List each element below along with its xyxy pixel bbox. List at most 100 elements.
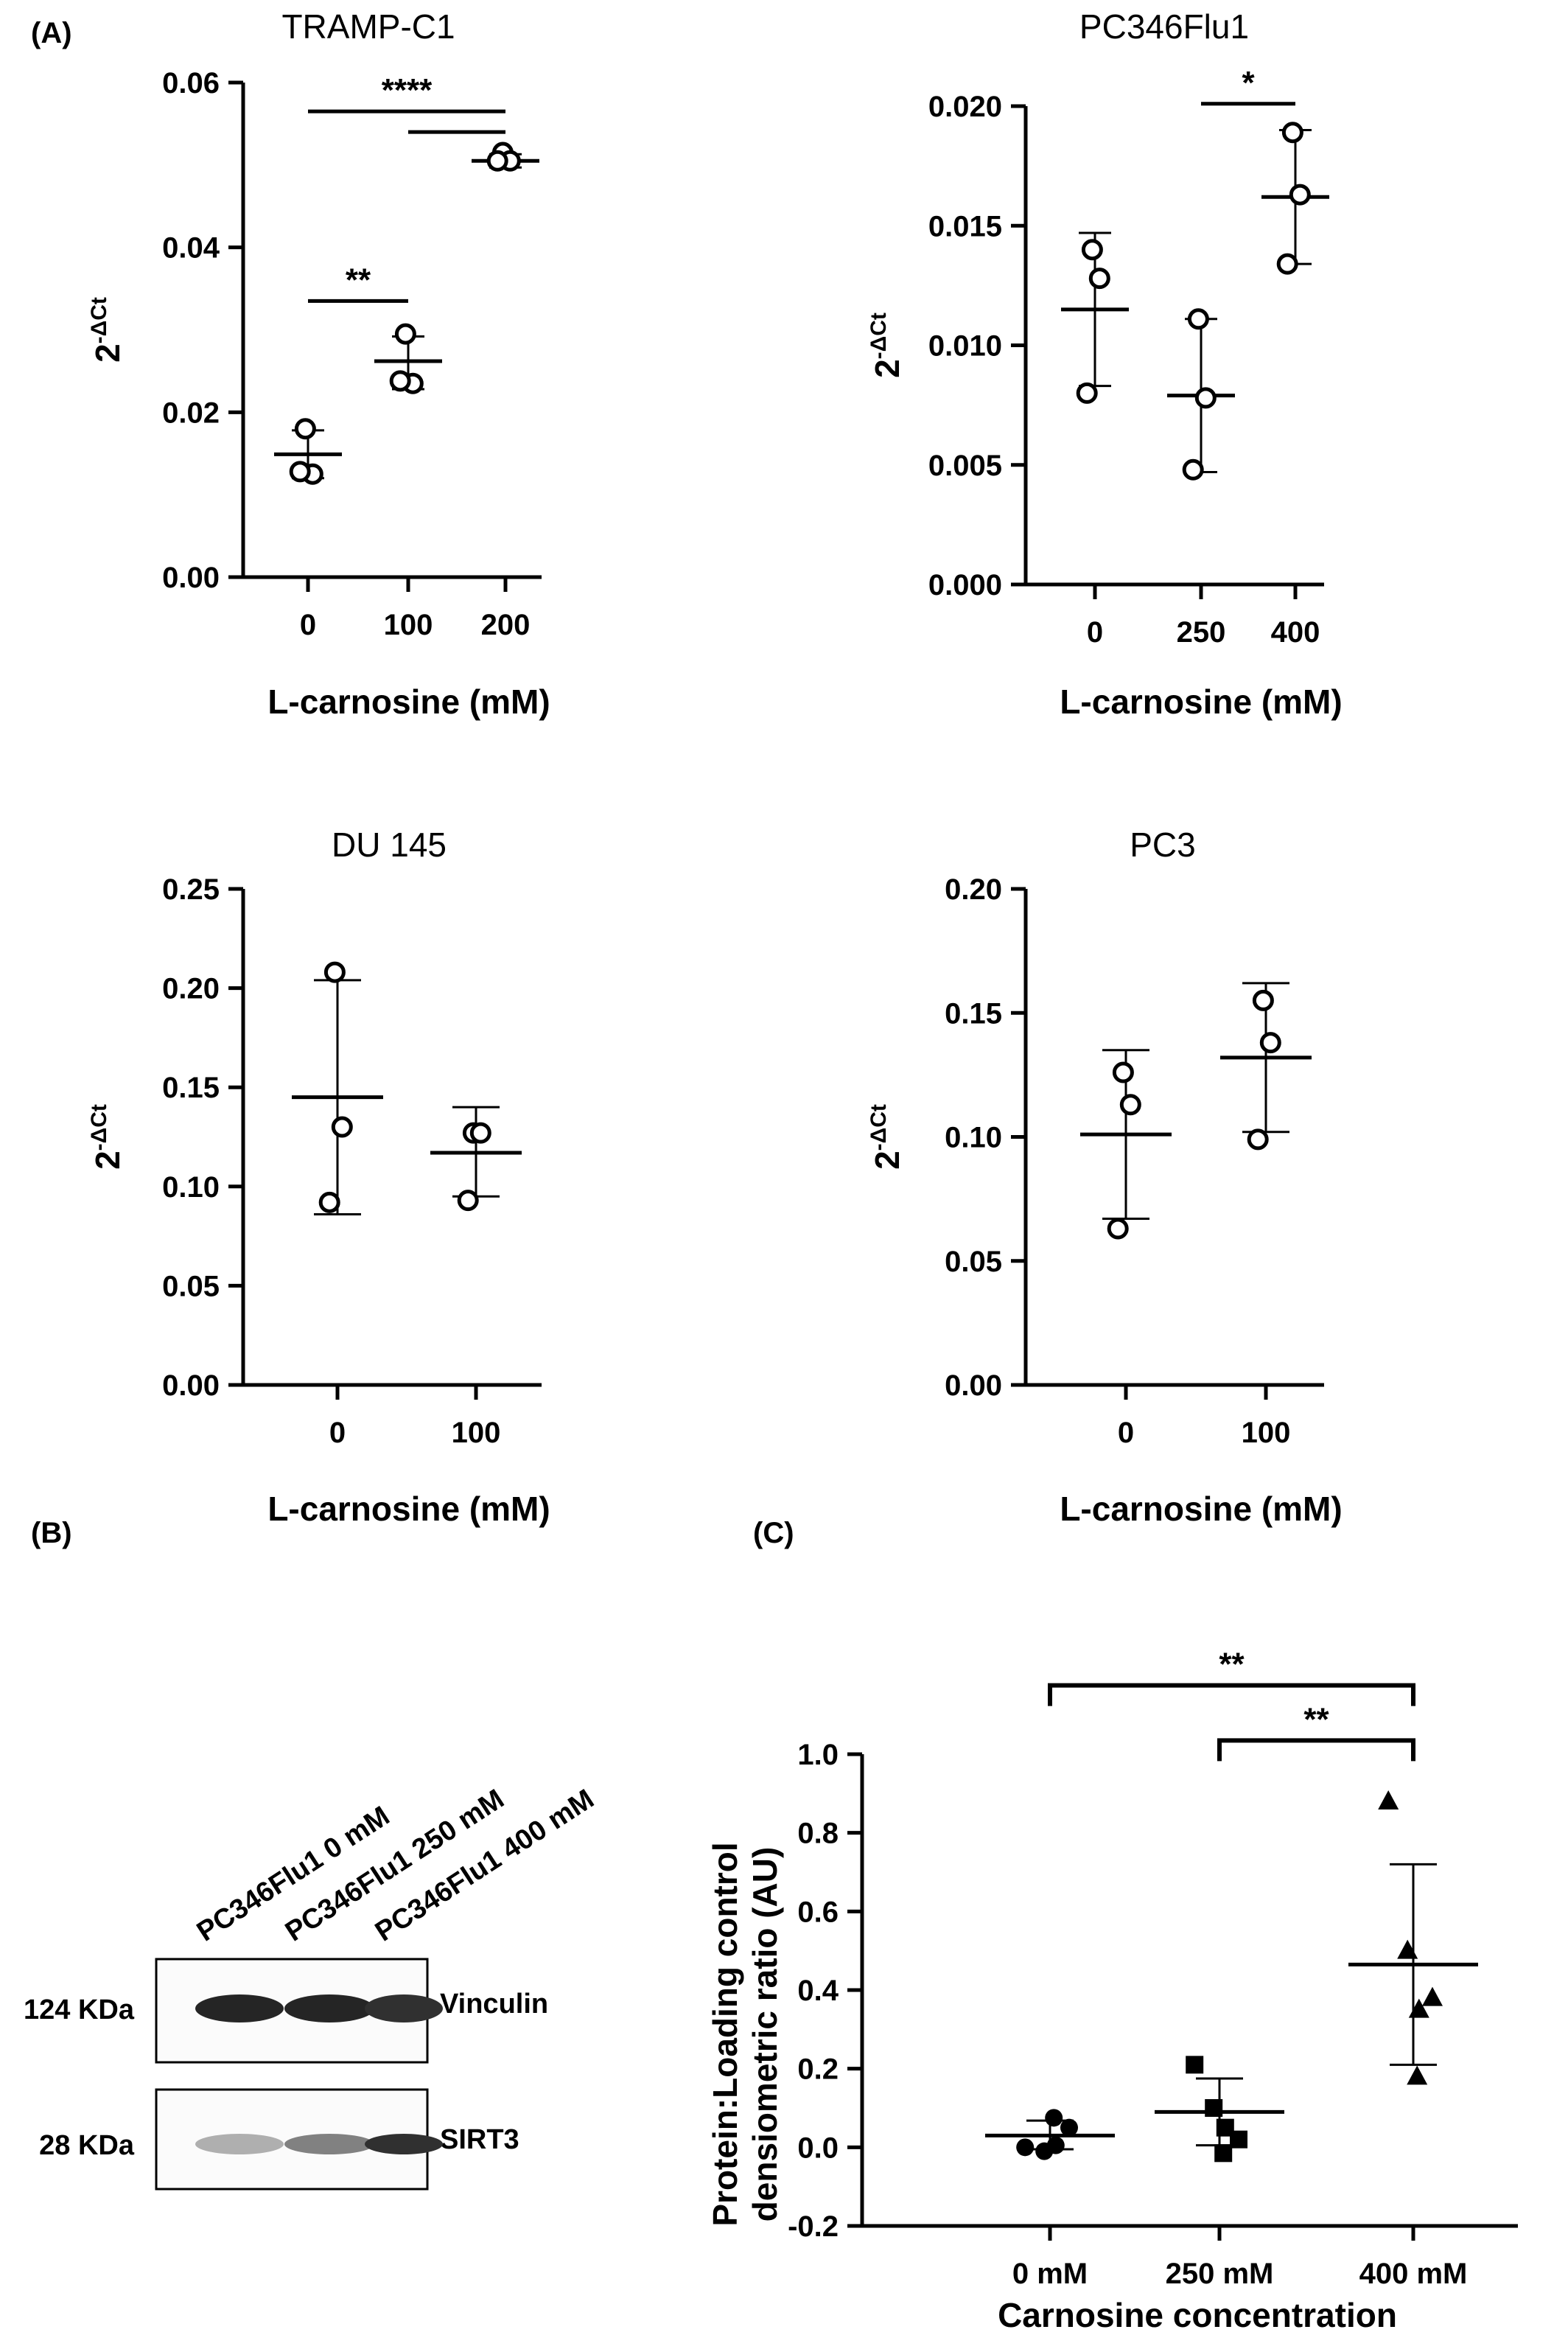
y-axis-title: 2-ΔCt <box>87 1104 127 1170</box>
y-tick-label: 0.20 <box>945 873 1002 906</box>
y-tick-label: 0.015 <box>928 210 1002 242</box>
significance-label: ** <box>1303 1701 1329 1737</box>
protein-label: Vinculin <box>440 1989 548 2020</box>
y-tick-label: 0.05 <box>162 1270 220 1302</box>
significance-label: ** <box>346 262 371 298</box>
y-axis-title-base: 2 <box>868 1151 906 1170</box>
data-point <box>294 418 316 440</box>
x-tick-label: 400 mM <box>1359 2258 1468 2290</box>
y-tick-label: 0.20 <box>162 973 220 1005</box>
y-axis-title-base: 2 <box>868 359 906 378</box>
data-point <box>389 370 411 392</box>
chart-sirt3-densitometry: -0.2 0.0 0.2 0.4 0.6 0.8 1.0 0 mM 250 mM 400 mM Ca… <box>706 1647 1518 2334</box>
data-point <box>1408 1998 1429 2018</box>
y-axis-title-line: Protein:Loading control <box>706 1842 744 2226</box>
x-axis-title: Carnosine concentration <box>998 2296 1397 2334</box>
y-axis-title: 2-ΔCt <box>867 313 906 378</box>
significance-label: **** <box>382 72 433 108</box>
blot-band <box>195 2134 284 2154</box>
data-point <box>1205 2099 1223 2117</box>
y-tick-label: 0.06 <box>162 67 220 100</box>
x-tick-label: 100 <box>452 1417 501 1449</box>
x-tick-label: 0 <box>300 609 316 641</box>
data-point <box>323 961 346 983</box>
data-point <box>469 1122 491 1144</box>
blot-band <box>365 1994 443 2022</box>
data-point <box>1230 2130 1247 2149</box>
blot-band <box>284 1994 374 2022</box>
y-axis-title-superscript: -ΔCt <box>867 1104 891 1151</box>
data-point <box>1112 1061 1134 1083</box>
x-tick-label: 250 mM <box>1166 2258 1274 2290</box>
y-tick-label: 0.02 <box>162 397 220 429</box>
x-axis-title: L-carnosine (mM) <box>1060 1490 1342 1528</box>
x-tick-label: 100 <box>384 609 433 641</box>
y-tick-label: 0.0 <box>797 2132 839 2164</box>
panel-label-a: (A) <box>31 17 72 49</box>
panel-label-b: (B) <box>31 1517 72 1549</box>
x-axis-title: L-carnosine (mM) <box>267 683 550 721</box>
protein-label: SIRT3 <box>440 2124 519 2155</box>
y-axis-title-superscript: -ΔCt <box>87 297 111 343</box>
data-point <box>1119 1094 1141 1116</box>
data-point <box>1214 2144 1233 2163</box>
data-point <box>457 1190 479 1212</box>
significance-bracket <box>1217 1738 1415 1762</box>
x-tick-label: 200 <box>481 609 531 641</box>
x-tick-label: 0 <box>329 1417 346 1449</box>
data-point <box>1247 1128 1269 1151</box>
data-point <box>1252 989 1274 1011</box>
chart-title: TRAMP-C1 <box>281 7 455 46</box>
data-point <box>1186 2056 1204 2074</box>
y-tick-label: 1.0 <box>797 1739 839 1771</box>
data-point <box>1259 1032 1281 1054</box>
y-tick-label: 0.15 <box>162 1072 220 1104</box>
y-tick-label: 0.15 <box>945 997 1002 1030</box>
data-point <box>331 1116 353 1138</box>
data-point <box>1060 2118 1078 2137</box>
data-point <box>1378 1790 1399 1809</box>
panel-label-c: (C) <box>753 1517 794 1549</box>
y-tick-label: 0.020 <box>928 91 1002 123</box>
y-axis-title-base: 2 <box>88 343 127 363</box>
y-tick-label: 0.000 <box>928 569 1002 601</box>
y-axis-title: 2-ΔCt <box>867 1104 906 1170</box>
x-tick-label: 100 <box>1242 1417 1291 1449</box>
data-point <box>1276 253 1298 275</box>
chart-du145: DU 145 0.00 0.05 0.10 0.15 0.20 0.25 0 100 L-carn… <box>87 826 550 1528</box>
data-point <box>1045 2109 1063 2127</box>
y-tick-label: 0.00 <box>162 562 220 594</box>
y-tick-label: 0.8 <box>797 1818 839 1850</box>
significance-bracket <box>1048 1683 1415 1706</box>
data-point <box>1182 458 1204 481</box>
y-tick-label: 0.4 <box>797 1975 839 2007</box>
y-tick-label: 0.10 <box>945 1122 1002 1154</box>
data-point <box>1046 2136 1065 2154</box>
y-tick-label: 0.6 <box>797 1896 839 1928</box>
data-point <box>1076 382 1098 404</box>
data-point <box>1016 2138 1035 2157</box>
blot-band <box>284 2134 374 2154</box>
data-point <box>1088 268 1110 290</box>
data-point <box>318 1191 340 1213</box>
y-tick-label: 0.00 <box>945 1369 1002 1402</box>
chart-pc346flu1: PC346Flu1 0.000 0.005 0.010 0.015 0.020 0 250 40… <box>867 7 1343 721</box>
chart-title: DU 145 <box>332 826 447 864</box>
chart-tramp-c1: TRAMP-C1 0.00 0.02 0.04 0.06 0 100 200 L-carnosi… <box>87 7 550 721</box>
data-point <box>1187 308 1209 330</box>
data-point <box>486 150 508 172</box>
y-axis-title-superscript: -ΔCt <box>867 313 891 359</box>
significance-label: * <box>1242 65 1255 101</box>
y-axis-title-superscript: -ΔCt <box>87 1104 111 1151</box>
x-tick-label: 0 mM <box>1012 2258 1088 2290</box>
y-tick-label: 0.00 <box>162 1369 220 1402</box>
y-tick-label: 0.005 <box>928 450 1002 482</box>
blot-band <box>365 2134 443 2154</box>
data-point <box>1194 387 1217 409</box>
data-point <box>1422 1986 1443 2006</box>
molecular-weight-label: 28 KDa <box>39 2130 135 2161</box>
chart-title: PC346Flu1 <box>1079 7 1249 46</box>
x-axis-title: L-carnosine (mM) <box>1060 683 1342 721</box>
chart-title: PC3 <box>1130 826 1195 864</box>
